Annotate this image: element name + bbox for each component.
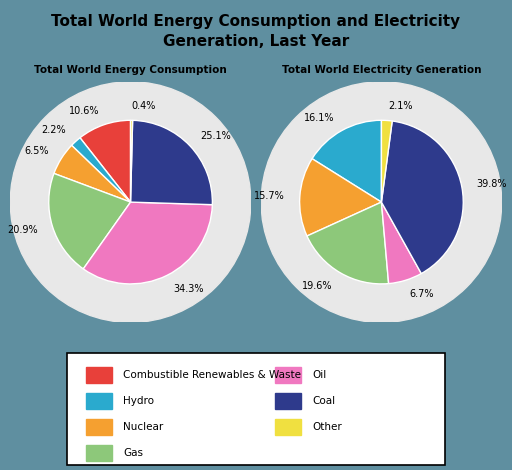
Text: 19.6%: 19.6% (302, 281, 333, 290)
Wedge shape (381, 120, 392, 202)
Wedge shape (312, 120, 381, 202)
Wedge shape (54, 145, 131, 202)
Title: Total World Energy Consumption: Total World Energy Consumption (34, 65, 227, 76)
Text: Combustible Renewables & Waste: Combustible Renewables & Waste (123, 370, 302, 380)
Text: Gas: Gas (123, 448, 143, 458)
Text: 10.6%: 10.6% (69, 106, 99, 116)
Bar (275, 419, 302, 435)
Bar (86, 393, 112, 409)
Wedge shape (80, 120, 131, 202)
Text: 6.5%: 6.5% (25, 146, 49, 156)
Text: 39.8%: 39.8% (476, 179, 507, 189)
Wedge shape (307, 202, 389, 284)
Wedge shape (300, 159, 381, 236)
Text: 16.1%: 16.1% (304, 113, 335, 123)
Text: 34.3%: 34.3% (174, 283, 204, 294)
Text: Nuclear: Nuclear (123, 422, 164, 432)
Wedge shape (131, 120, 212, 204)
Circle shape (10, 82, 251, 322)
Text: Other: Other (313, 422, 343, 432)
Bar (86, 445, 112, 461)
Wedge shape (381, 202, 421, 283)
Text: 2.1%: 2.1% (388, 101, 412, 111)
Bar (275, 393, 302, 409)
Wedge shape (49, 173, 131, 269)
Bar (275, 367, 302, 383)
Text: 20.9%: 20.9% (8, 226, 38, 235)
Text: 6.7%: 6.7% (410, 290, 434, 299)
Wedge shape (381, 121, 463, 274)
Text: 15.7%: 15.7% (254, 191, 285, 201)
Text: Oil: Oil (313, 370, 327, 380)
Text: Total World Energy Consumption and Electricity
Generation, Last Year: Total World Energy Consumption and Elect… (51, 14, 461, 49)
Wedge shape (83, 202, 212, 284)
Text: 0.4%: 0.4% (132, 101, 156, 110)
Text: Coal: Coal (313, 396, 336, 406)
Circle shape (261, 82, 502, 322)
Text: 25.1%: 25.1% (201, 131, 231, 141)
Wedge shape (131, 120, 133, 202)
Bar (86, 419, 112, 435)
Title: Total World Electricity Generation: Total World Electricity Generation (282, 65, 481, 76)
Bar (86, 367, 112, 383)
Text: Hydro: Hydro (123, 396, 155, 406)
Wedge shape (72, 138, 131, 202)
FancyBboxPatch shape (67, 352, 445, 465)
Text: 2.2%: 2.2% (41, 125, 66, 135)
